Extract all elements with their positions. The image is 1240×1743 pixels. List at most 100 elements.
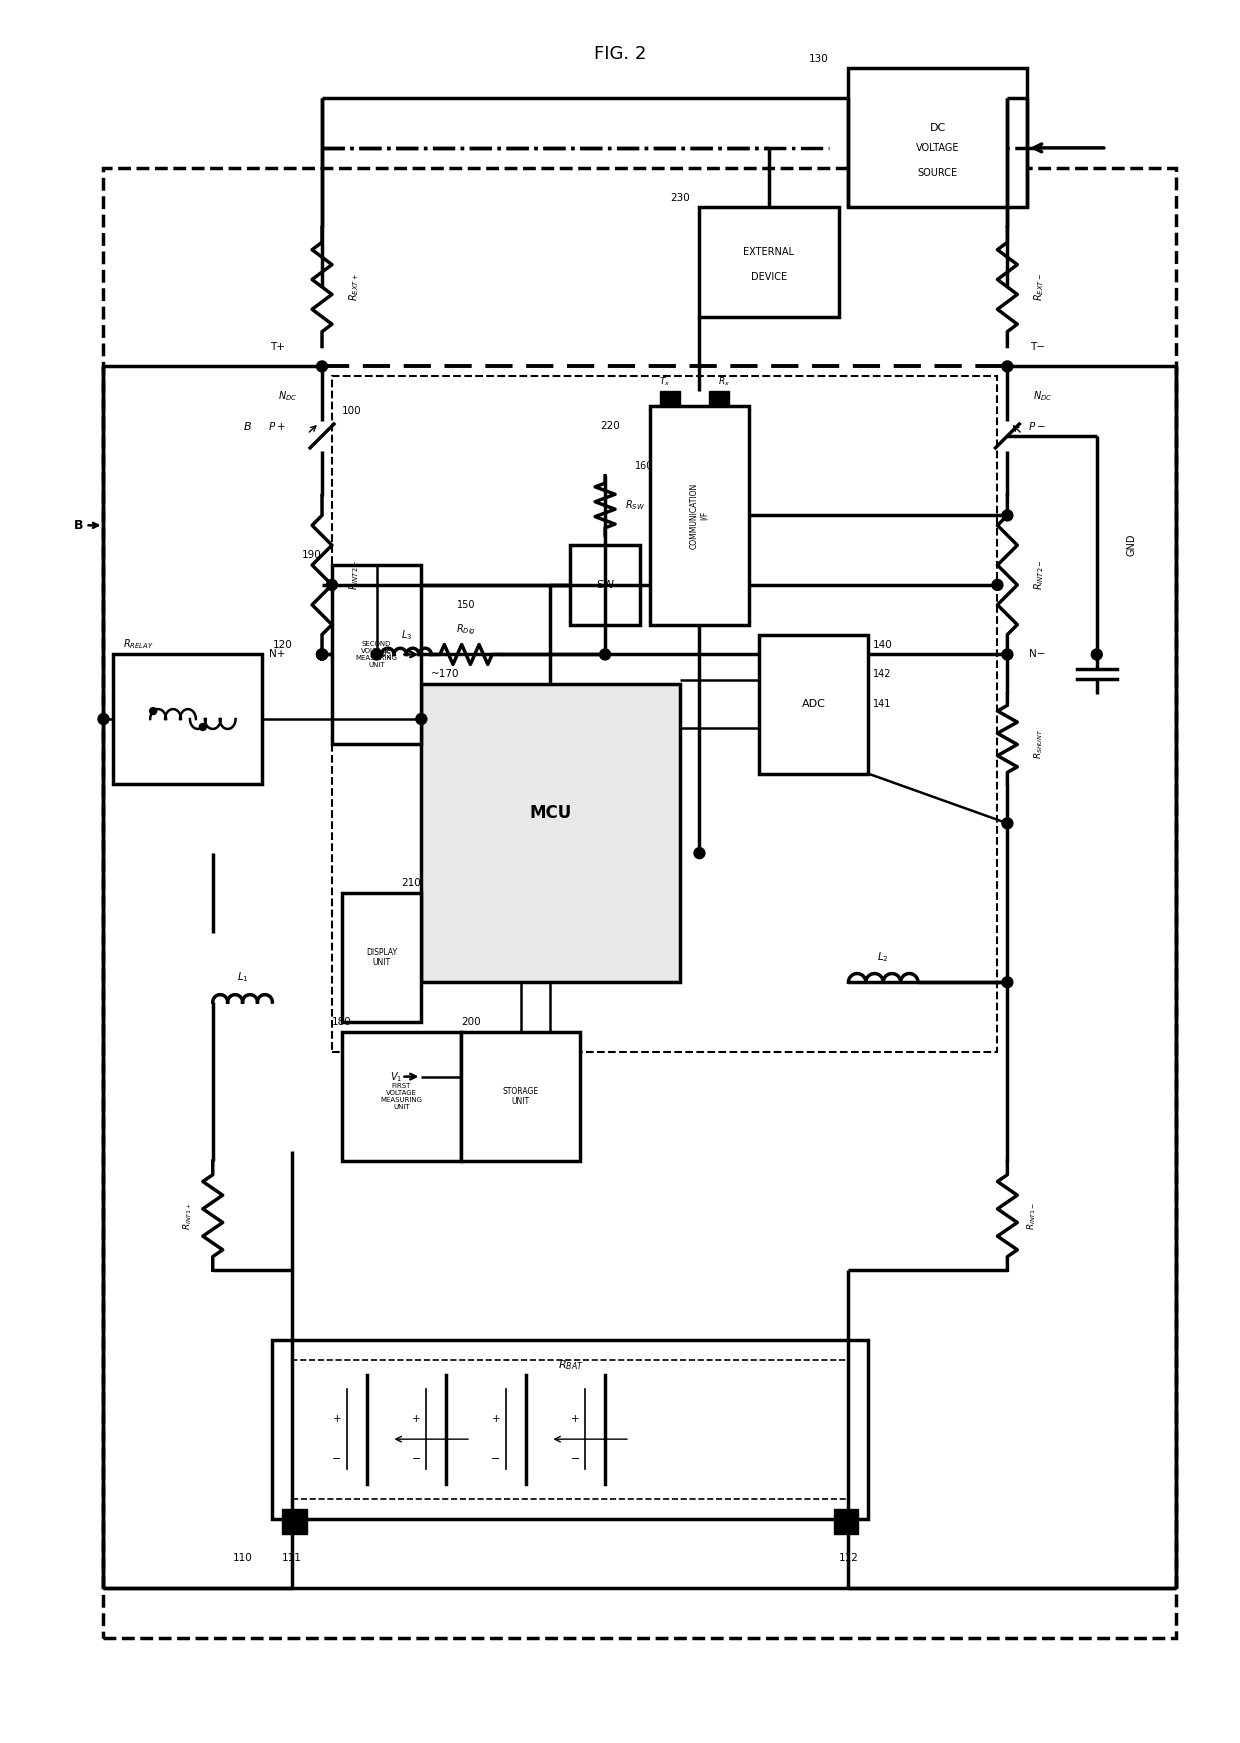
Text: 141: 141 — [873, 699, 892, 709]
Bar — [342, 892, 422, 1021]
Bar — [848, 68, 1027, 207]
Circle shape — [1002, 976, 1013, 988]
Circle shape — [1002, 648, 1013, 661]
Text: 120: 120 — [273, 640, 293, 650]
Text: $L_3$: $L_3$ — [401, 627, 412, 641]
Text: 140: 140 — [873, 640, 893, 650]
Text: VOLTAGE: VOLTAGE — [916, 143, 960, 153]
Text: $L_1$: $L_1$ — [237, 971, 248, 985]
Bar — [461, 1032, 580, 1161]
Circle shape — [694, 847, 704, 859]
Text: DEVICE: DEVICE — [751, 272, 787, 282]
Text: $N_{DC}$: $N_{DC}$ — [1033, 389, 1052, 403]
Text: ADC: ADC — [802, 699, 826, 709]
Text: 130: 130 — [808, 54, 828, 63]
Text: $B$: $B$ — [243, 420, 252, 432]
Text: +: + — [412, 1414, 420, 1424]
Bar — [273, 1340, 868, 1518]
Text: $R_{Dig}$: $R_{Dig}$ — [456, 622, 476, 636]
Text: +: + — [332, 1414, 341, 1424]
Text: 160: 160 — [635, 460, 653, 471]
Text: STORAGE
UNIT: STORAGE UNIT — [502, 1088, 538, 1107]
Bar — [570, 546, 640, 624]
Bar — [699, 207, 838, 317]
Text: T−: T− — [1029, 342, 1044, 352]
Circle shape — [992, 579, 1003, 591]
Text: +: + — [491, 1414, 500, 1424]
Bar — [833, 1509, 858, 1534]
Text: N−: N− — [1029, 650, 1045, 659]
Text: EXTERNAL: EXTERNAL — [744, 248, 795, 258]
Bar — [332, 565, 422, 744]
Text: $R_{EXT+}$: $R_{EXT+}$ — [347, 274, 361, 302]
Text: $R_{EXT-}$: $R_{EXT-}$ — [1032, 274, 1047, 302]
Text: $L_2$: $L_2$ — [878, 950, 889, 964]
Text: −: − — [332, 1454, 341, 1464]
Text: T+: T+ — [270, 342, 285, 352]
Circle shape — [1002, 511, 1013, 521]
Text: $R_{SW}$: $R_{SW}$ — [625, 498, 645, 512]
Text: GND: GND — [1126, 533, 1137, 556]
Bar — [422, 685, 680, 983]
Text: $R_{INT2+}$: $R_{INT2+}$ — [347, 560, 361, 591]
Text: $R_{INT1+}$: $R_{INT1+}$ — [182, 1201, 195, 1231]
Bar — [103, 167, 1177, 1638]
Text: 142: 142 — [873, 669, 892, 680]
Text: $V_2$: $V_2$ — [381, 648, 393, 661]
Text: 110: 110 — [233, 1553, 253, 1563]
Circle shape — [600, 648, 610, 661]
Text: MCU: MCU — [529, 804, 572, 823]
Text: 180: 180 — [332, 1016, 352, 1027]
Text: −: − — [570, 1454, 580, 1464]
Text: +: + — [570, 1414, 579, 1424]
Text: N+: N+ — [269, 650, 285, 659]
Circle shape — [326, 579, 337, 591]
Text: $P-$: $P-$ — [1028, 420, 1047, 432]
Bar — [342, 1032, 461, 1161]
Bar — [709, 390, 729, 406]
Text: $R_{BAT}$: $R_{BAT}$ — [558, 1358, 583, 1372]
Text: $R_x$: $R_x$ — [718, 375, 730, 387]
Circle shape — [1002, 361, 1013, 371]
Circle shape — [98, 713, 109, 725]
Bar — [332, 376, 997, 1051]
Bar — [283, 1509, 308, 1534]
Text: $R_{INT2-}$: $R_{INT2-}$ — [1032, 560, 1047, 591]
Circle shape — [371, 648, 382, 661]
Text: $N_{DC}$: $N_{DC}$ — [278, 389, 296, 403]
Text: 220: 220 — [600, 422, 620, 431]
Text: FIRST
VOLTAGE
MEASURING
UNIT: FIRST VOLTAGE MEASURING UNIT — [381, 1082, 423, 1110]
Text: 210: 210 — [402, 878, 422, 887]
Text: 112: 112 — [838, 1553, 858, 1563]
Text: 111: 111 — [283, 1553, 303, 1563]
Circle shape — [200, 723, 206, 730]
Bar — [759, 634, 868, 774]
Bar — [293, 1360, 848, 1499]
Circle shape — [150, 708, 156, 715]
Text: FIG. 2: FIG. 2 — [594, 45, 646, 63]
Text: 230: 230 — [670, 192, 689, 202]
Text: ~170: ~170 — [432, 669, 460, 680]
Text: −: − — [491, 1454, 501, 1464]
Text: DISPLAY
UNIT: DISPLAY UNIT — [366, 948, 397, 967]
Circle shape — [316, 648, 327, 661]
Bar — [650, 406, 749, 624]
Text: SECOND
VOLTAGE
MEASURING
UNIT: SECOND VOLTAGE MEASURING UNIT — [356, 641, 398, 668]
Text: 190: 190 — [303, 551, 322, 560]
Circle shape — [316, 361, 327, 371]
Text: 100: 100 — [342, 406, 362, 417]
Text: $P+$: $P+$ — [268, 420, 286, 432]
Text: SW: SW — [596, 580, 614, 589]
Text: $R_{RELAY}$: $R_{RELAY}$ — [123, 638, 154, 652]
Text: SOURCE: SOURCE — [918, 167, 959, 178]
Text: $V_1$: $V_1$ — [391, 1070, 403, 1084]
Circle shape — [1002, 817, 1013, 828]
Text: COMMUNICATION
I/F: COMMUNICATION I/F — [689, 483, 709, 549]
Bar — [113, 654, 263, 784]
Text: 200: 200 — [461, 1016, 481, 1027]
Text: DC: DC — [930, 124, 946, 132]
Bar — [660, 390, 680, 406]
Text: $T_x$: $T_x$ — [658, 375, 671, 387]
Circle shape — [316, 648, 327, 661]
Text: $R_{INT1-}$: $R_{INT1-}$ — [1025, 1201, 1038, 1231]
